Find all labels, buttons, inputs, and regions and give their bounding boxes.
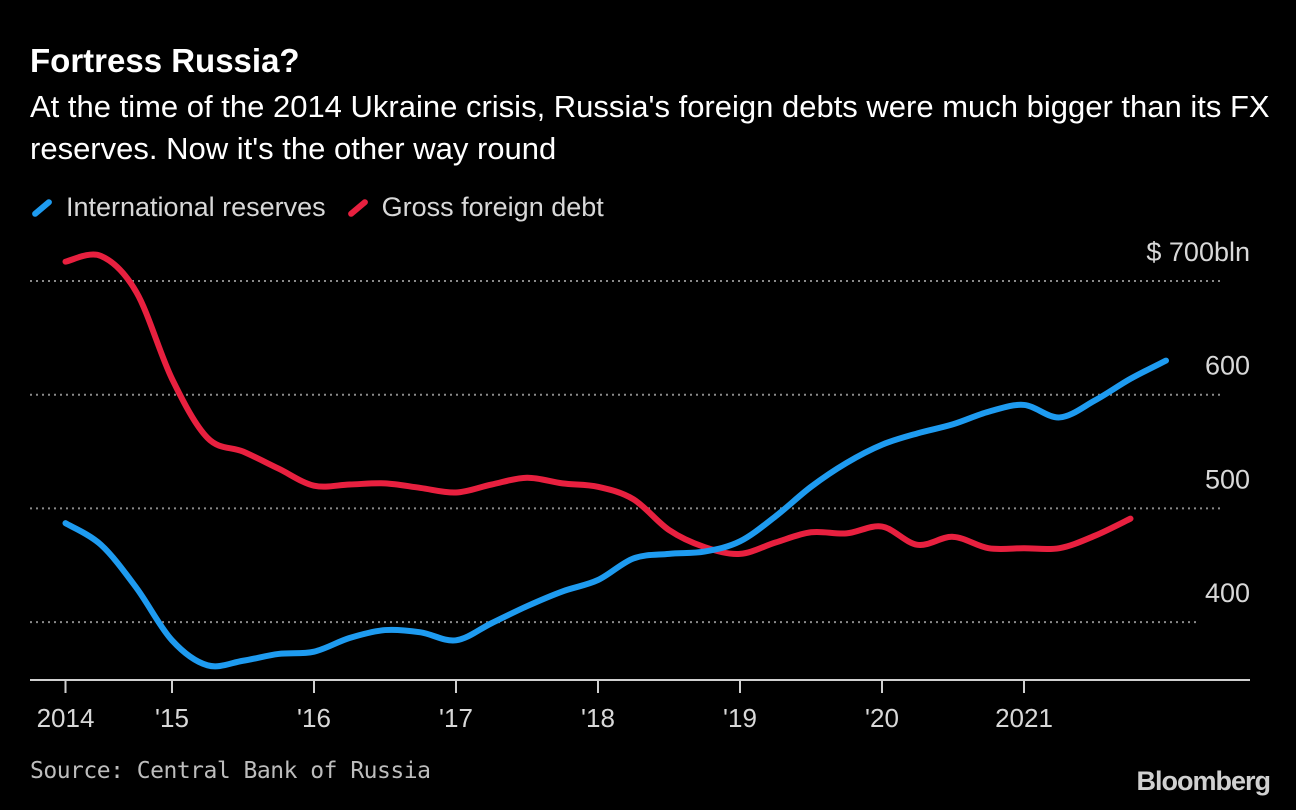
x-tick-label: 2014 [37, 703, 95, 733]
y-tick-label: $ 700bln [1146, 237, 1250, 267]
x-tick-label: '19 [723, 703, 757, 733]
series-line [62, 251, 1134, 557]
x-tick-label: '16 [297, 703, 331, 733]
chart-title: Fortress Russia? [30, 42, 300, 79]
x-tick-label: '18 [581, 703, 615, 733]
y-tick-label: 400 [1205, 578, 1250, 608]
x-tick-label: 2021 [995, 703, 1053, 733]
legend-label-reserves: International reserves [66, 192, 326, 222]
chart-subtitle: At the time of the 2014 Ukraine crisis, … [30, 89, 1270, 166]
y-tick-label: 500 [1205, 464, 1250, 494]
legend: International reserves Gross foreign deb… [30, 192, 624, 223]
series-international-reserves [62, 357, 1169, 670]
legend-item-reserves: International reserves [30, 192, 326, 223]
x-tick-label: '17 [439, 703, 473, 733]
series-gross-foreign-debt [62, 251, 1134, 557]
legend-item-debt: Gross foreign debt [346, 192, 604, 223]
legend-label-debt: Gross foreign debt [381, 192, 604, 222]
bloomberg-logo: Bloomberg [1136, 766, 1271, 796]
x-tick-label: '20 [865, 703, 899, 733]
source-note: Source: Central Bank of Russia [30, 758, 431, 784]
y-tick-label: 600 [1205, 351, 1250, 381]
series-line [62, 357, 1169, 670]
x-tick-label: '15 [155, 703, 189, 733]
